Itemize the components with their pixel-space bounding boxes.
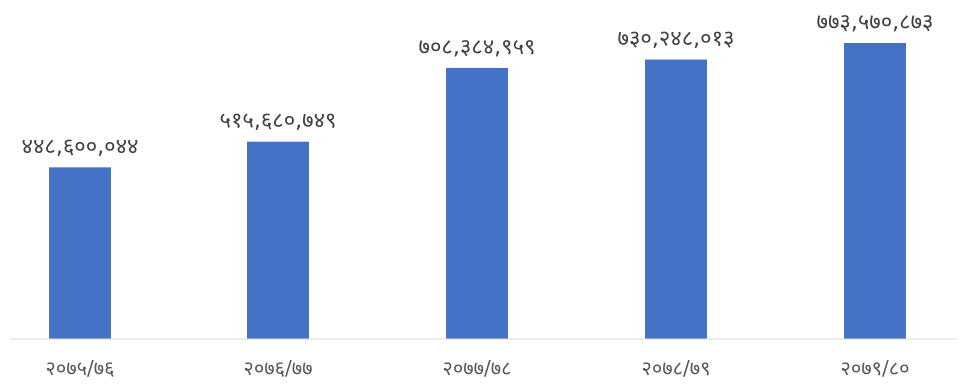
data-label-5: ७७३,५७०,८७३ [817,10,934,35]
data-label-3: ७०८,३८४,९५९ [419,35,536,60]
bar-2 [247,141,309,339]
data-label-4: ७३०,२४८,०१३ [618,27,735,52]
x-tick-label-2: २०७६/७७ [243,356,312,380]
bar-5 [844,43,906,339]
data-label-2: ५१५,६८०,७४९ [220,109,337,134]
x-tick-label-4: २०७८/७९ [641,356,710,380]
x-tick-label-5: २०७९/८० [840,356,909,380]
x-tick-label-3: २०७७/७८ [442,356,511,380]
bar-4 [645,59,707,339]
data-label-1: ४४८,६००,०४४ [22,134,139,159]
x-tick-labels-group: २०७५/७६ २०७६/७७ २०७७/७८ २०७८/७९ २०७९/८० [45,356,909,380]
bar-1 [49,167,111,339]
bars-group [49,43,906,339]
x-tick-label-1: २०७५/७६ [45,356,114,380]
bar-3 [446,67,508,339]
data-labels-group: ४४८,६००,०४४ ५१५,६८०,७४९ ७०८,३८४,९५९ ७३०,२४८… [22,10,934,159]
